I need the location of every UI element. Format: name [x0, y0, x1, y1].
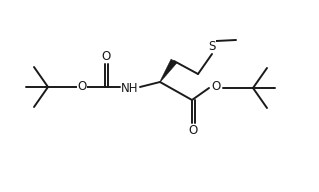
- Text: O: O: [78, 79, 87, 93]
- Text: O: O: [101, 50, 111, 63]
- Text: S: S: [208, 40, 216, 52]
- Text: NH: NH: [121, 83, 139, 95]
- Text: O: O: [189, 124, 198, 137]
- Polygon shape: [160, 59, 177, 82]
- Text: O: O: [211, 80, 221, 94]
